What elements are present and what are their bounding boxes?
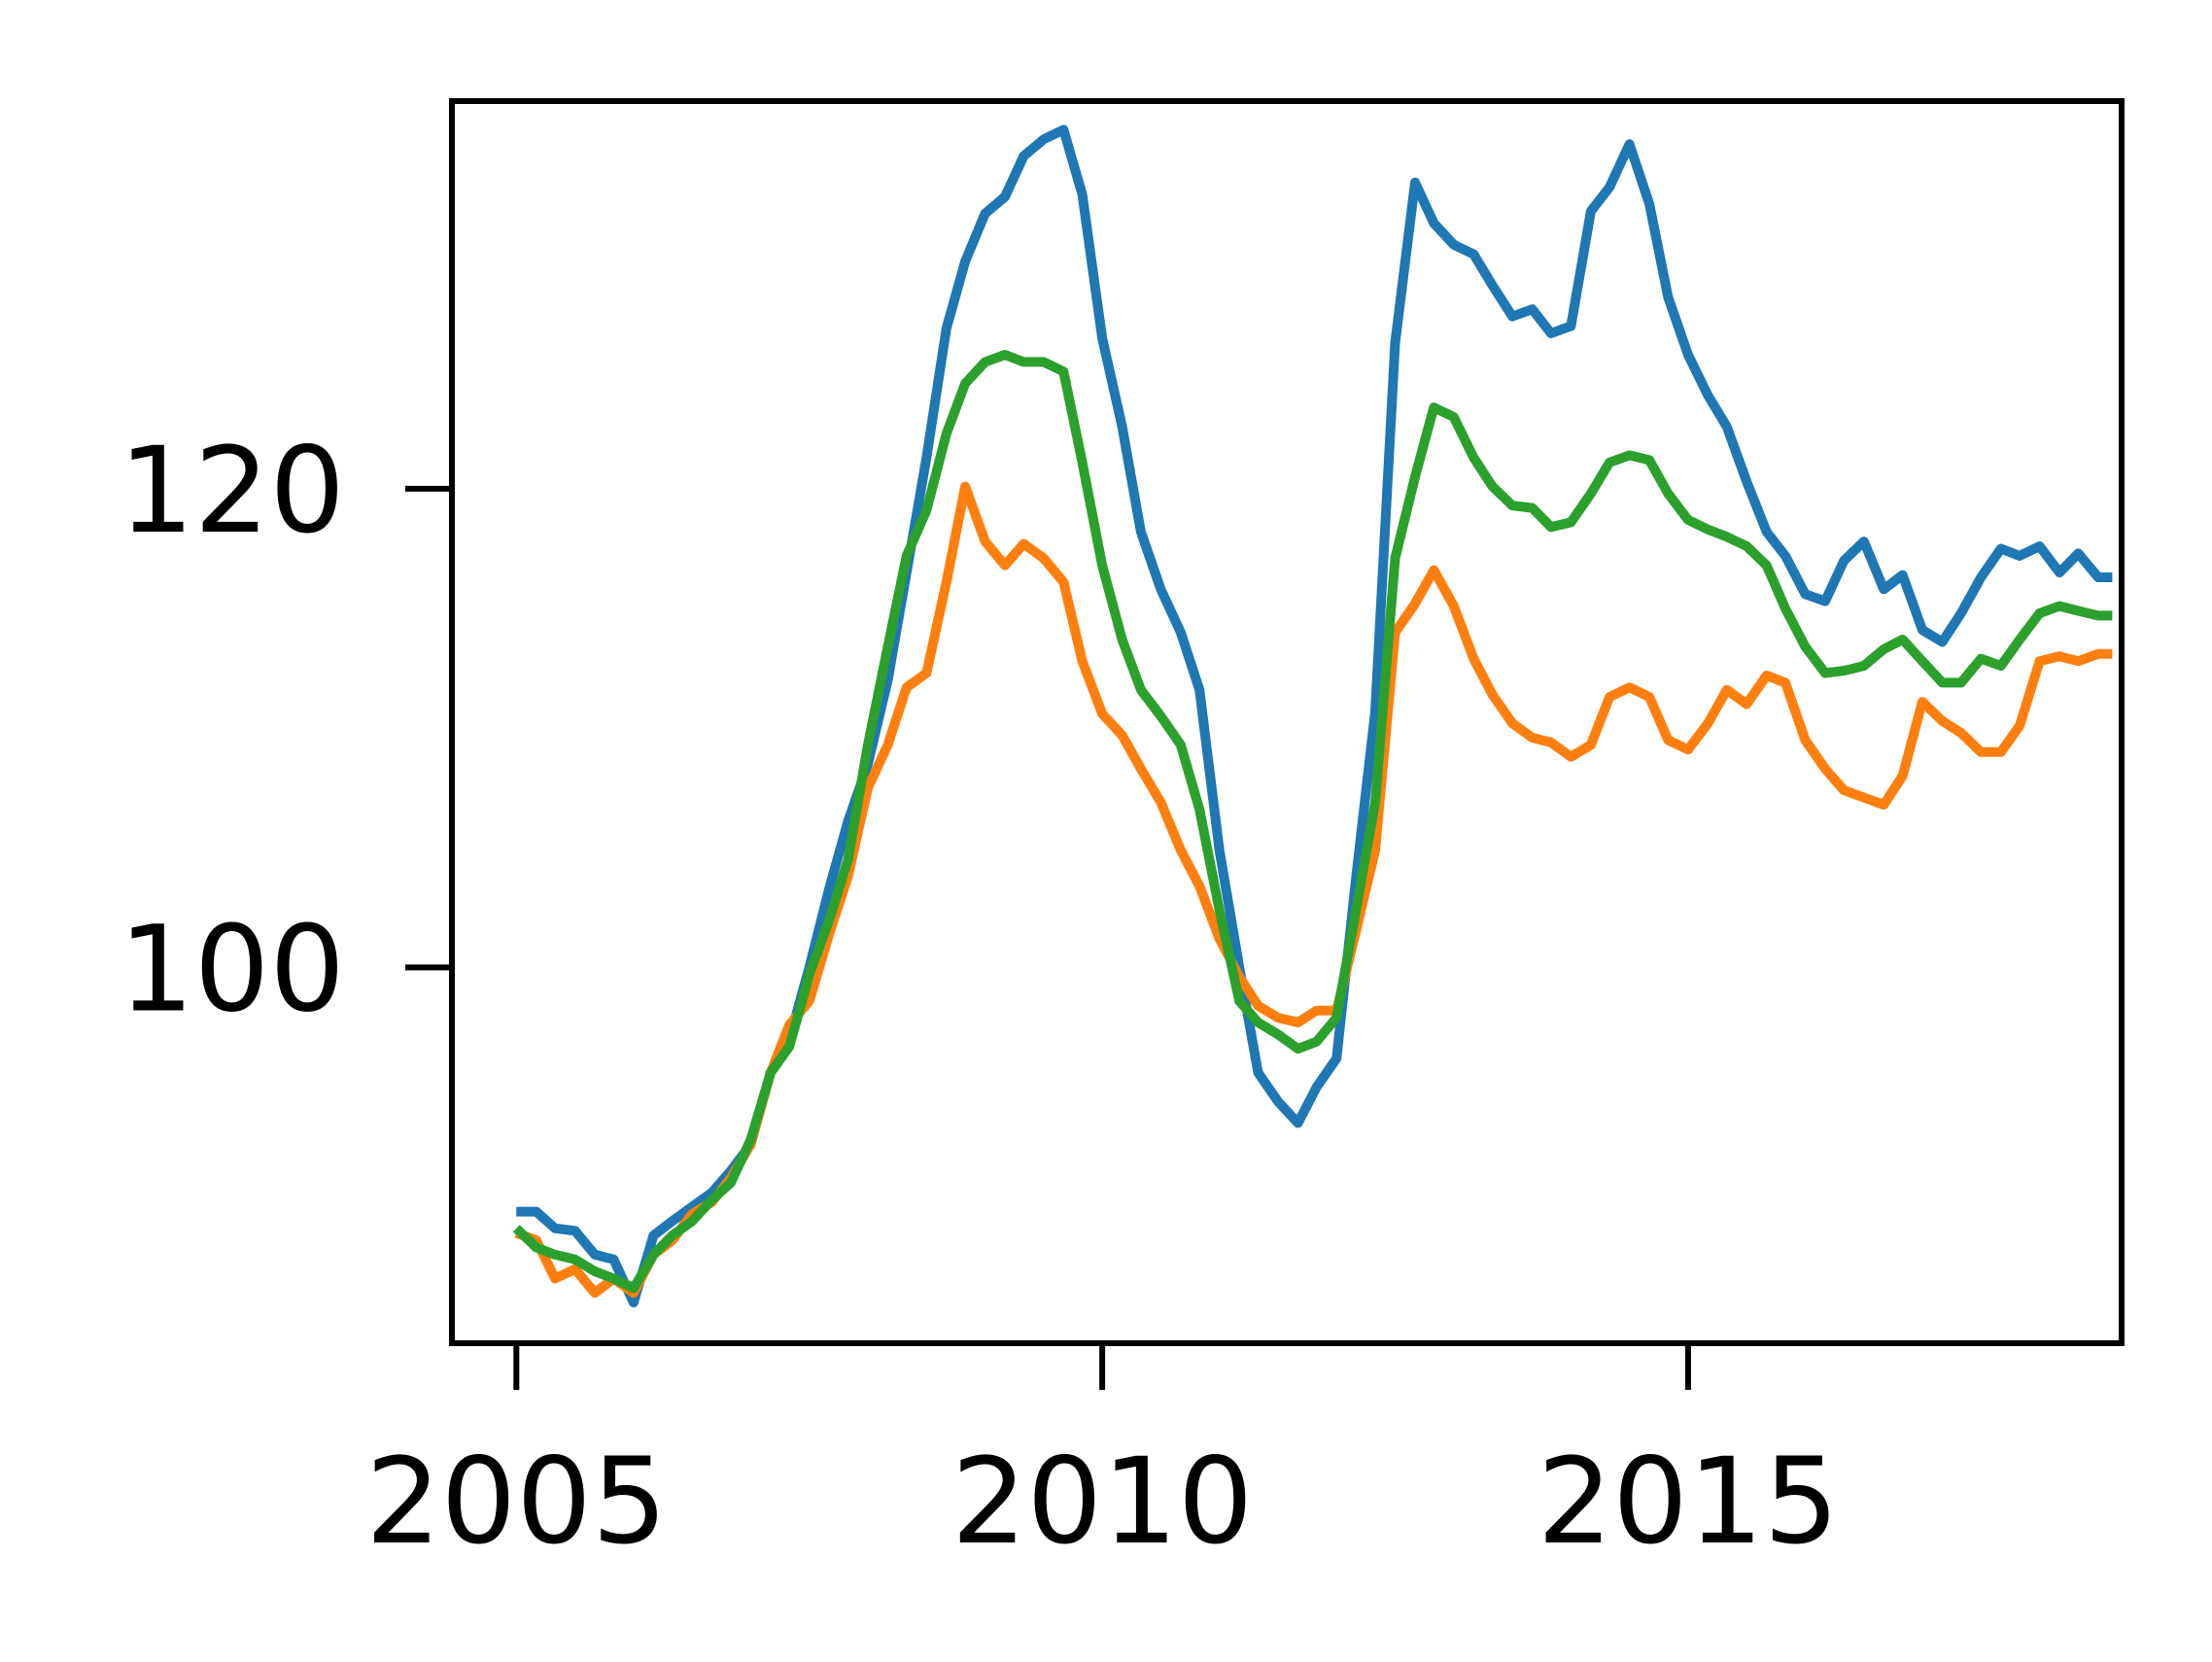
series-line-2 (514, 481, 2113, 1298)
x-tick-label: 2005 (365, 1433, 667, 1571)
series-layer (512, 124, 2113, 1308)
x-tick-label: 2010 (951, 1433, 1253, 1571)
series-line-3 (512, 350, 2113, 1294)
plot-frame (449, 98, 2125, 1346)
x-axis: 2005 2010 2015 (365, 1343, 1839, 1571)
y-tick-label: 100 (119, 900, 345, 1038)
y-axis: 100 120 (119, 422, 452, 1038)
y-tick-label: 120 (119, 422, 345, 560)
x-tick-label: 2015 (1538, 1433, 1839, 1571)
